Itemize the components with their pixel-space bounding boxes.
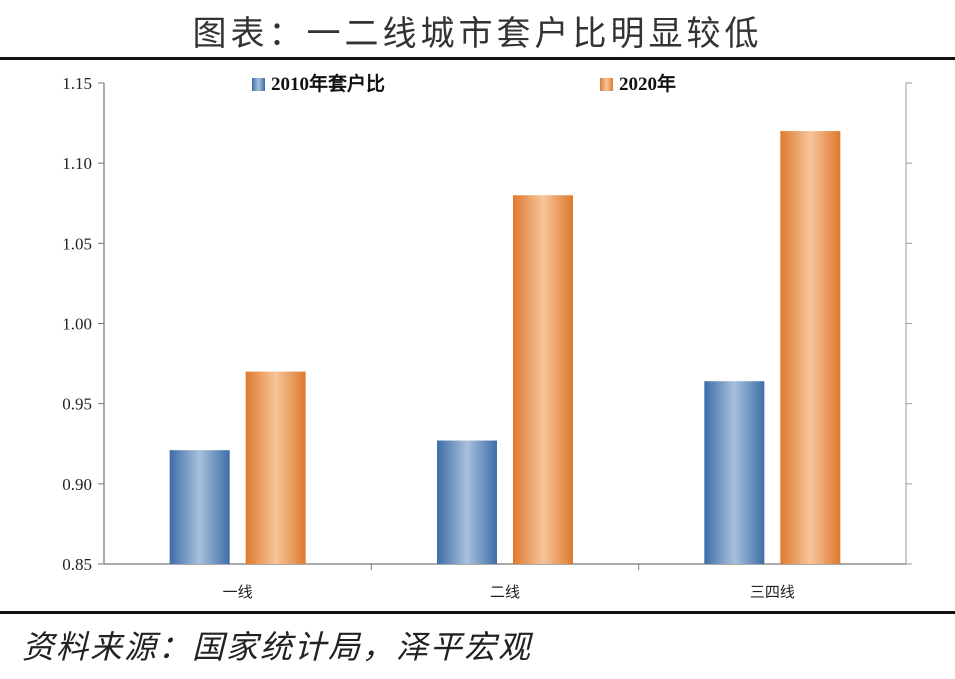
- x-category-label: 一线: [223, 583, 253, 601]
- y-tick-label: 0.90: [62, 475, 92, 494]
- top-rule: [0, 57, 955, 60]
- y-tick-label: 1.15: [62, 74, 92, 93]
- legend-swatch: [600, 78, 613, 91]
- legend-label: 2010年套户比: [271, 72, 385, 95]
- axis-labels: 0.85 0.90 0.95 1.00 1.05 1.10 1.15 一线 二线 三四线: [62, 74, 795, 601]
- source-note: 资料来源：国家统计局，泽平宏观: [22, 628, 533, 666]
- chart-title: 图表：一二线城市套户比明显较低: [192, 14, 763, 54]
- bar-series-1: [245, 371, 306, 564]
- bar-series-1: [513, 195, 573, 564]
- y-tick-label: 0.85: [62, 555, 92, 574]
- bottom-rule: [0, 611, 955, 614]
- legend-label: 2020年: [619, 72, 676, 95]
- bar-series-0: [704, 381, 765, 564]
- y-tick-label: 1.10: [62, 154, 92, 173]
- bar-series-0: [169, 450, 230, 564]
- x-category-label: 二线: [490, 583, 520, 601]
- y-tick-label: 1.05: [62, 234, 92, 253]
- bars: [169, 131, 841, 564]
- legend: 2010年套户比 2020年: [252, 72, 676, 95]
- bar-series-0: [437, 440, 497, 564]
- legend-swatch: [252, 78, 265, 91]
- bar-series-1: [780, 131, 841, 564]
- x-category-label: 三四线: [750, 583, 795, 601]
- axes: [98, 82, 912, 570]
- y-tick-label: 1.00: [62, 315, 92, 334]
- y-tick-label: 0.95: [62, 395, 92, 414]
